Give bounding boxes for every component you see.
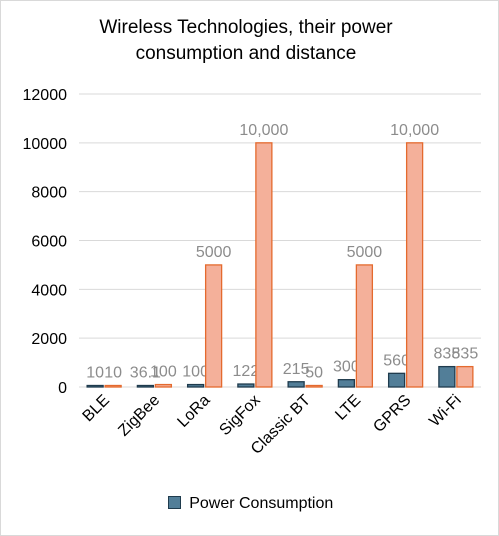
legend-label-power-consumption: Power Consumption: [189, 495, 334, 512]
bar-series-2: [355, 264, 374, 388]
data-label-series-1: 560: [383, 352, 410, 369]
y-tick-label: 12000: [23, 87, 68, 104]
x-tick-label: LoRa: [174, 392, 213, 431]
y-tick-label: 8000: [31, 185, 67, 202]
bar-series-2: [204, 264, 223, 388]
data-label-series-2: 10: [104, 365, 122, 382]
data-label-series-2: 50: [305, 365, 323, 382]
bar-series-1: [337, 379, 356, 388]
y-tick-label: 4000: [31, 282, 67, 299]
bar-series-2: [305, 384, 323, 388]
bar-series-1: [438, 365, 456, 388]
data-label-series-2: 10,000: [390, 122, 439, 139]
data-label-series-2: 5000: [196, 244, 232, 261]
y-tick-label: 6000: [31, 234, 67, 251]
chart-legend: Power Consumption: [1, 495, 499, 513]
y-tick-label: 2000: [31, 331, 67, 348]
bar-series-2: [405, 142, 424, 388]
data-label-series-2: 835: [452, 346, 479, 363]
bar-series-1: [287, 381, 305, 388]
x-tick-label: LTE: [332, 392, 364, 424]
data-label-series-1: 835: [434, 346, 461, 363]
bar-series-1: [86, 384, 104, 388]
bar-series-2: [154, 383, 173, 388]
chart-title-line-2: consumption and distance: [135, 43, 357, 64]
data-label-series-2: 100: [150, 364, 177, 381]
data-label-series-2: 10,000: [239, 122, 288, 139]
bar-series-1: [387, 372, 406, 388]
y-tick-label: 0: [58, 380, 67, 397]
bar-series-2: [456, 365, 474, 388]
bar-series-1: [186, 383, 205, 388]
x-tick-label: BLE: [80, 392, 113, 425]
x-tick-label: GPRS: [370, 392, 414, 436]
data-label-series-1: 122: [233, 363, 260, 380]
data-label-series-1: 300: [333, 359, 360, 376]
bar-series-2: [255, 142, 273, 388]
x-tick-label: SigFox: [216, 392, 263, 439]
data-label-series-1: 215: [283, 361, 310, 378]
data-label-series-1: 10: [86, 365, 104, 382]
y-tick-label: 10000: [23, 136, 68, 153]
chart-title-line-1: Wireless Technologies, their power: [99, 17, 393, 38]
bar-series-1: [237, 383, 255, 388]
x-tick-label: ZigBee: [115, 392, 163, 440]
bar-series-2: [104, 384, 122, 388]
bar-series-1: [136, 384, 155, 388]
data-label-series-1: 36.1: [130, 365, 161, 382]
data-label-series-1: 100: [182, 364, 209, 381]
legend-swatch-power-consumption: [167, 496, 181, 509]
data-label-series-2: 5000: [347, 244, 383, 261]
chart-title: Wireless Technologies, their power consu…: [41, 15, 451, 67]
x-tick-label: Wi-Fi: [426, 392, 464, 430]
